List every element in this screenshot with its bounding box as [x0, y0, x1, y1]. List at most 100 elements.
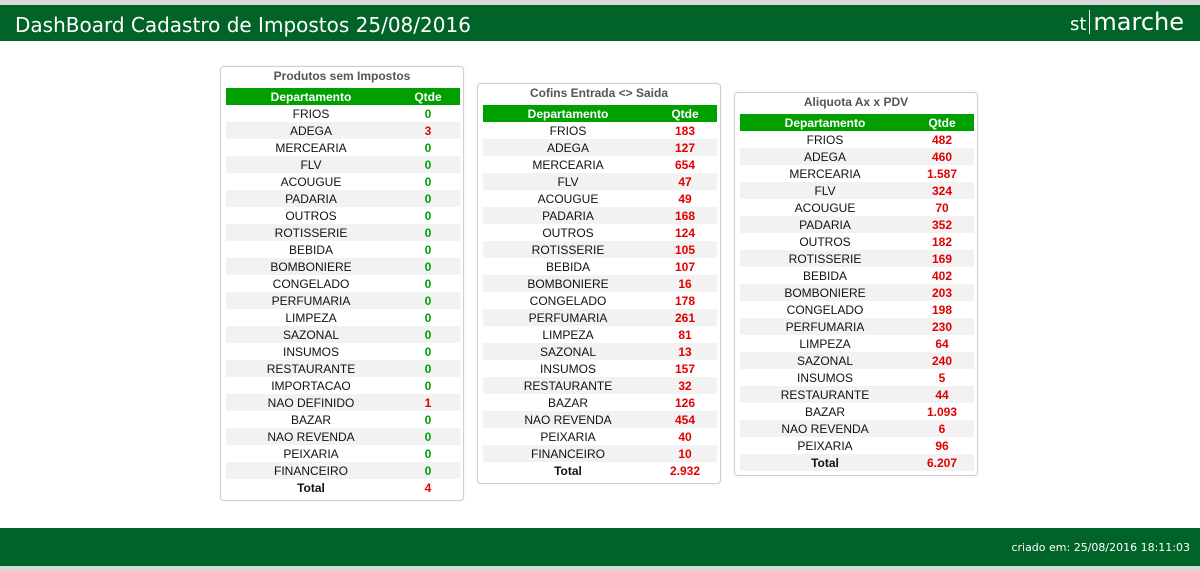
table-row: OUTROS 0 — [226, 207, 460, 224]
panel-cofins-entrada-saida: Cofins Entrada <> Saida Departamento Qtde… — [477, 83, 721, 484]
department-cell: FINANCEIRO — [226, 462, 396, 479]
quantity-cell: 203 — [910, 284, 974, 301]
table-row: CONGELADO 0 — [226, 275, 460, 292]
quantity-cell: 157 — [674, 361, 696, 376]
department-cell: CONGELADO — [272, 276, 350, 291]
table-row: MERCEARIA 0 — [226, 139, 460, 156]
panel-aliquota-ax-pdv: Aliquota Ax x PDV Departamento Qtde FRIOS… — [734, 92, 978, 476]
table-row: NAO REVENDA 454 — [483, 411, 717, 428]
quantity-cell: 70 — [935, 200, 949, 215]
quantity-cell: 460 — [910, 148, 974, 165]
quantity-cell: 1 — [396, 394, 460, 411]
quantity-cell: 454 — [653, 411, 717, 428]
footer-bar: criado em: 25/08/2016 18:11:03 — [0, 528, 1200, 566]
table-row: PEIXARIA 0 — [226, 445, 460, 462]
header-bar: DashBoard Cadastro de Impostos 25/08/201… — [0, 5, 1200, 41]
department-cell: FLV — [740, 182, 910, 199]
department-cell: BAZAR — [547, 395, 588, 410]
department-cell: Total — [554, 463, 582, 478]
quantity-cell: 0 — [396, 190, 460, 207]
table-row: CONGELADO 198 — [740, 301, 974, 318]
table-row: ACOUGUE 49 — [483, 190, 717, 207]
quantity-cell: 6 — [910, 420, 974, 437]
quantity-cell: 6.207 — [910, 454, 974, 471]
quantity-cell: 13 — [653, 343, 717, 360]
quantity-cell: 10 — [653, 445, 717, 462]
table-row: NAO REVENDA 0 — [226, 428, 460, 445]
department-cell: LIMPEZA — [799, 336, 851, 351]
table-row: ADEGA 127 — [483, 139, 717, 156]
table-row: LIMPEZA 64 — [740, 335, 974, 352]
quantity-cell: 0 — [424, 276, 432, 291]
department-cell: FRIOS — [806, 132, 844, 147]
department-cell: ADEGA — [740, 148, 910, 165]
quantity-cell: 3 — [396, 122, 460, 139]
table-row: RESTAURANTE 44 — [740, 386, 974, 403]
quantity-cell: 105 — [653, 241, 717, 258]
quantity-cell: 0 — [396, 156, 460, 173]
table-row: PADARIA 352 — [740, 216, 974, 233]
department-cell: Total — [297, 480, 325, 495]
quantity-cell: 4 — [424, 480, 432, 495]
department-cell: BOMBONIERE — [740, 284, 910, 301]
panel-produtos-sem-impostos: Produtos sem Impostos Departamento Qtde F… — [220, 66, 464, 501]
quantity-cell: 324 — [910, 182, 974, 199]
table-row: BEBIDA 402 — [740, 267, 974, 284]
table-row: BOMBONIERE 203 — [740, 284, 974, 301]
quantity-cell: 2.932 — [669, 463, 701, 478]
table-row: SAZONAL 13 — [483, 343, 717, 360]
column-header-departamento: Departamento — [226, 88, 396, 105]
table-row: BEBIDA 0 — [226, 241, 460, 258]
quantity-cell: 352 — [910, 216, 974, 233]
table-row: PERFUMARIA 261 — [483, 309, 717, 326]
quantity-cell: 0 — [396, 462, 460, 479]
department-cell: PADARIA — [483, 207, 653, 224]
quantity-cell: 178 — [674, 293, 696, 308]
department-cell: BAZAR — [290, 412, 331, 427]
quantity-cell: 261 — [653, 309, 717, 326]
column-header-qtde: Qtde — [910, 114, 974, 131]
quantity-cell: 0 — [396, 326, 460, 343]
department-cell: ACOUGUE — [280, 174, 342, 189]
department-cell: PERFUMARIA — [226, 292, 396, 309]
table-row: OUTROS 182 — [740, 233, 974, 250]
department-cell: BEBIDA — [545, 259, 590, 274]
column-header-departamento: Departamento — [740, 114, 910, 131]
table-row: BAZAR 126 — [483, 394, 717, 411]
table-row: PADARIA 0 — [226, 190, 460, 207]
total-row: Total 2.932 — [483, 462, 717, 479]
department-cell: MERCEARIA — [789, 166, 861, 181]
table-row: ROTISSERIE 169 — [740, 250, 974, 267]
quantity-cell: 107 — [674, 259, 696, 274]
table-row: BAZAR 1.093 — [740, 403, 974, 420]
table-row: BAZAR 0 — [226, 411, 460, 428]
department-cell: PADARIA — [226, 190, 396, 207]
quantity-cell: 230 — [910, 318, 974, 335]
department-cell: ROTISSERIE — [483, 241, 653, 258]
quantity-cell: 0 — [424, 344, 432, 359]
table-row: RESTAURANTE 32 — [483, 377, 717, 394]
department-cell: ROTISSERIE — [740, 250, 910, 267]
department-cell: ADEGA — [483, 139, 653, 156]
quantity-cell: 124 — [674, 225, 696, 240]
table-row: OUTROS 124 — [483, 224, 717, 241]
quantity-cell: 654 — [674, 157, 696, 172]
quantity-cell: 0 — [424, 106, 432, 121]
department-cell: INSUMOS — [539, 361, 596, 376]
table-row: PEIXARIA 40 — [483, 428, 717, 445]
quantity-cell: 0 — [396, 428, 460, 445]
department-cell: RESTAURANTE — [740, 386, 910, 403]
quantity-cell: 5 — [938, 370, 946, 385]
table-row: BOMBONIERE 16 — [483, 275, 717, 292]
column-header-qtde: Qtde — [396, 88, 460, 105]
table-row: ACOUGUE 0 — [226, 173, 460, 190]
department-cell: FLV — [483, 173, 653, 190]
department-cell: ACOUGUE — [537, 191, 599, 206]
brand-logo: st marche — [1069, 8, 1184, 36]
department-cell: FLV — [226, 156, 396, 173]
table-row: IMPORTACAO 0 — [226, 377, 460, 394]
table-row: LIMPEZA 81 — [483, 326, 717, 343]
quantity-cell: 0 — [396, 224, 460, 241]
department-cell: LIMPEZA — [285, 310, 337, 325]
department-cell: RESTAURANTE — [226, 360, 396, 377]
